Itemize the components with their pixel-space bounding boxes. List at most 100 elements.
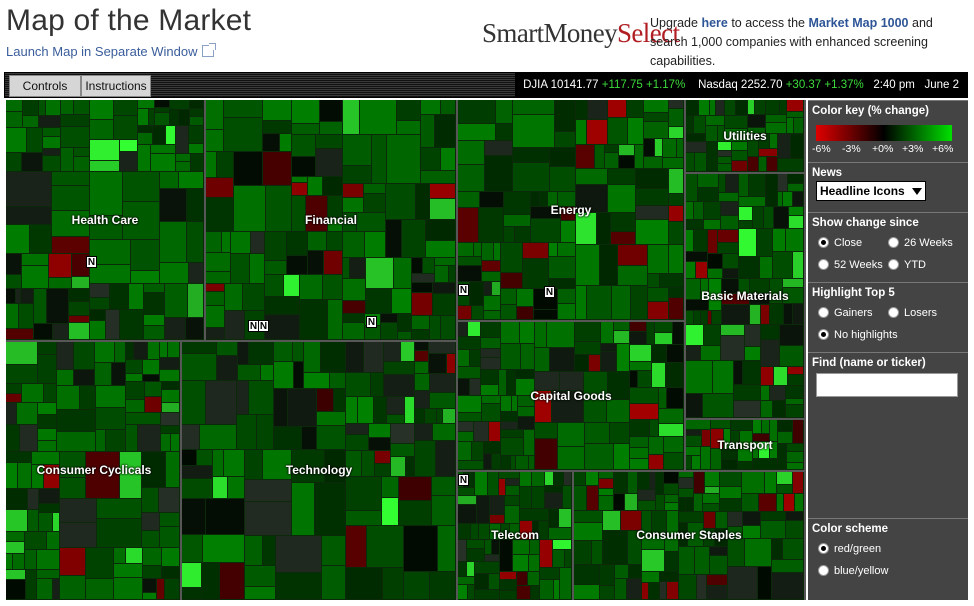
- stock-tile[interactable]: [501, 524, 509, 539]
- stock-tile[interactable]: [666, 363, 683, 387]
- stock-tile[interactable]: [642, 550, 664, 571]
- stock-tile[interactable]: [306, 196, 327, 231]
- market-treemap[interactable]: Health Care Financial Energy Utilities Basic…: [6, 100, 806, 600]
- stock-tile[interactable]: [753, 459, 777, 469]
- stock-tile[interactable]: [60, 523, 96, 547]
- stock-tile[interactable]: [61, 100, 73, 114]
- stock-tile[interactable]: [90, 216, 122, 239]
- stock-tile[interactable]: [778, 444, 786, 469]
- stock-tile[interactable]: [518, 396, 534, 406]
- instructions-button[interactable]: Instructions: [81, 75, 151, 97]
- stock-tile[interactable]: [603, 511, 620, 530]
- stock-tile[interactable]: [161, 413, 179, 425]
- stock-tile[interactable]: [520, 472, 531, 486]
- stock-tile[interactable]: [599, 472, 613, 478]
- stock-tile[interactable]: [263, 121, 291, 133]
- stock-tile[interactable]: [485, 156, 512, 191]
- external-link-icon[interactable]: [201, 43, 216, 57]
- stock-tile[interactable]: [468, 585, 474, 599]
- stock-tile[interactable]: [485, 141, 512, 155]
- stock-tile[interactable]: [381, 314, 397, 322]
- stock-tile[interactable]: [274, 389, 287, 426]
- stock-tile[interactable]: [112, 363, 125, 385]
- stock-tile[interactable]: [587, 120, 607, 144]
- stock-tile[interactable]: [360, 100, 396, 134]
- radio-selected-icon[interactable]: [818, 237, 829, 248]
- stock-tile[interactable]: [517, 289, 533, 306]
- stock-tile[interactable]: [708, 311, 711, 324]
- stock-tile[interactable]: [540, 580, 553, 599]
- radio-52-weeks[interactable]: 52 Weeks: [818, 259, 883, 271]
- stock-tile[interactable]: [774, 207, 788, 228]
- stock-tile[interactable]: [415, 362, 428, 373]
- stock-tile[interactable]: [663, 139, 676, 157]
- stock-tile[interactable]: [6, 225, 29, 253]
- stock-tile[interactable]: [60, 478, 85, 498]
- stock-tile[interactable]: [629, 565, 641, 578]
- stock-tile[interactable]: [213, 477, 227, 498]
- stock-tile[interactable]: [615, 579, 626, 599]
- stock-tile[interactable]: [6, 554, 12, 569]
- stock-tile[interactable]: [383, 568, 403, 599]
- stock-tile[interactable]: [761, 325, 779, 339]
- stock-tile[interactable]: [405, 397, 414, 423]
- stock-tile[interactable]: [60, 452, 85, 477]
- stock-tile[interactable]: [667, 388, 683, 408]
- stock-tile[interactable]: [575, 355, 588, 371]
- stock-tile[interactable]: [317, 426, 345, 449]
- stock-tile[interactable]: [686, 300, 708, 310]
- stock-tile[interactable]: [611, 213, 635, 231]
- stock-tile[interactable]: [728, 512, 742, 526]
- stock-tile[interactable]: [397, 100, 420, 120]
- stock-tile[interactable]: [770, 420, 777, 441]
- stock-tile[interactable]: [274, 342, 292, 361]
- find-input[interactable]: [816, 373, 958, 397]
- stock-tile[interactable]: [664, 453, 683, 469]
- stock-tile[interactable]: [69, 316, 89, 322]
- sector-block[interactable]: [458, 472, 572, 600]
- stock-tile[interactable]: [90, 321, 105, 339]
- stock-tile[interactable]: [644, 122, 668, 138]
- stock-tile[interactable]: [425, 409, 436, 423]
- stock-tile[interactable]: [742, 472, 764, 493]
- stock-tile[interactable]: [161, 426, 179, 433]
- stock-tile[interactable]: [686, 361, 712, 393]
- stock-tile[interactable]: [430, 393, 455, 408]
- radio-blue-yellow[interactable]: blue/yellow: [818, 565, 888, 577]
- sector-block[interactable]: [686, 174, 804, 418]
- stock-tile[interactable]: [669, 169, 683, 193]
- stock-tile[interactable]: [739, 279, 749, 293]
- stock-tile[interactable]: [39, 100, 45, 115]
- stock-tile[interactable]: [499, 479, 505, 495]
- stock-tile[interactable]: [384, 375, 414, 396]
- stock-tile[interactable]: [231, 232, 250, 253]
- stock-tile[interactable]: [387, 415, 404, 423]
- stock-tile[interactable]: [540, 192, 547, 206]
- stock-tile[interactable]: [123, 202, 159, 239]
- stock-tile[interactable]: [134, 342, 147, 359]
- stock-tile[interactable]: [789, 216, 803, 228]
- stock-tile[interactable]: [667, 511, 678, 535]
- stock-tile[interactable]: [274, 427, 301, 449]
- stock-tile[interactable]: [789, 207, 803, 215]
- stock-tile[interactable]: [6, 452, 31, 462]
- stock-tile[interactable]: [366, 258, 393, 288]
- stock-tile[interactable]: [586, 472, 598, 485]
- stock-tile[interactable]: [686, 252, 707, 261]
- stock-tile[interactable]: [686, 202, 693, 219]
- stock-tile[interactable]: [694, 494, 702, 511]
- stock-tile[interactable]: [369, 424, 390, 437]
- stock-tile[interactable]: [143, 579, 156, 592]
- stock-tile[interactable]: [630, 437, 648, 447]
- radio-26-weeks[interactable]: 26 Weeks: [888, 237, 953, 249]
- stock-tile[interactable]: [576, 213, 596, 244]
- stock-tile[interactable]: [545, 493, 562, 508]
- stock-tile[interactable]: [611, 232, 635, 244]
- stock-tile[interactable]: [576, 100, 587, 119]
- stock-tile[interactable]: [625, 494, 637, 510]
- stock-tile[interactable]: [524, 430, 534, 455]
- stock-tile[interactable]: [182, 381, 205, 424]
- stock-tile[interactable]: [435, 266, 448, 282]
- stock-tile[interactable]: [725, 116, 747, 128]
- stock-tile[interactable]: [421, 171, 455, 183]
